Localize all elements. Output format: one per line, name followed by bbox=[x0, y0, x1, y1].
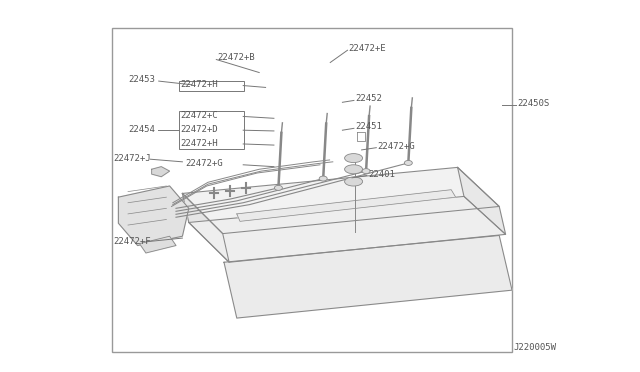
Text: 22472+H: 22472+H bbox=[180, 80, 218, 89]
Text: 22452: 22452 bbox=[355, 94, 382, 103]
Text: 22453: 22453 bbox=[128, 76, 155, 84]
Text: 22472+B: 22472+B bbox=[218, 53, 255, 62]
Polygon shape bbox=[189, 196, 506, 262]
Text: 22472+G: 22472+G bbox=[378, 142, 415, 151]
Text: 22472+F: 22472+F bbox=[113, 237, 151, 246]
Ellipse shape bbox=[404, 160, 412, 166]
Ellipse shape bbox=[362, 169, 370, 174]
Ellipse shape bbox=[344, 165, 363, 174]
Polygon shape bbox=[140, 236, 176, 253]
Ellipse shape bbox=[344, 154, 363, 163]
Text: 22450S: 22450S bbox=[517, 99, 549, 108]
Polygon shape bbox=[182, 167, 499, 234]
Text: 22472+J: 22472+J bbox=[113, 154, 151, 163]
Polygon shape bbox=[118, 186, 189, 246]
Text: J220005W: J220005W bbox=[514, 343, 557, 352]
Bar bbox=[179, 111, 244, 149]
Polygon shape bbox=[152, 167, 170, 177]
Bar bbox=[112, 28, 512, 352]
Text: 22472+G: 22472+G bbox=[186, 159, 223, 168]
Ellipse shape bbox=[275, 185, 282, 190]
Text: 22472+H: 22472+H bbox=[180, 139, 218, 148]
Polygon shape bbox=[458, 167, 506, 234]
Ellipse shape bbox=[344, 177, 363, 186]
Ellipse shape bbox=[319, 176, 327, 181]
Text: 22454: 22454 bbox=[128, 125, 155, 134]
Polygon shape bbox=[237, 190, 456, 221]
Text: 22472+D: 22472+D bbox=[180, 125, 218, 134]
Text: 22472+C: 22472+C bbox=[180, 111, 218, 120]
Text: 22472+E: 22472+E bbox=[349, 44, 387, 53]
Text: 22401: 22401 bbox=[368, 170, 395, 179]
Bar bbox=[179, 81, 244, 91]
Polygon shape bbox=[224, 235, 512, 318]
Text: 22451: 22451 bbox=[355, 122, 382, 131]
Polygon shape bbox=[182, 193, 229, 262]
